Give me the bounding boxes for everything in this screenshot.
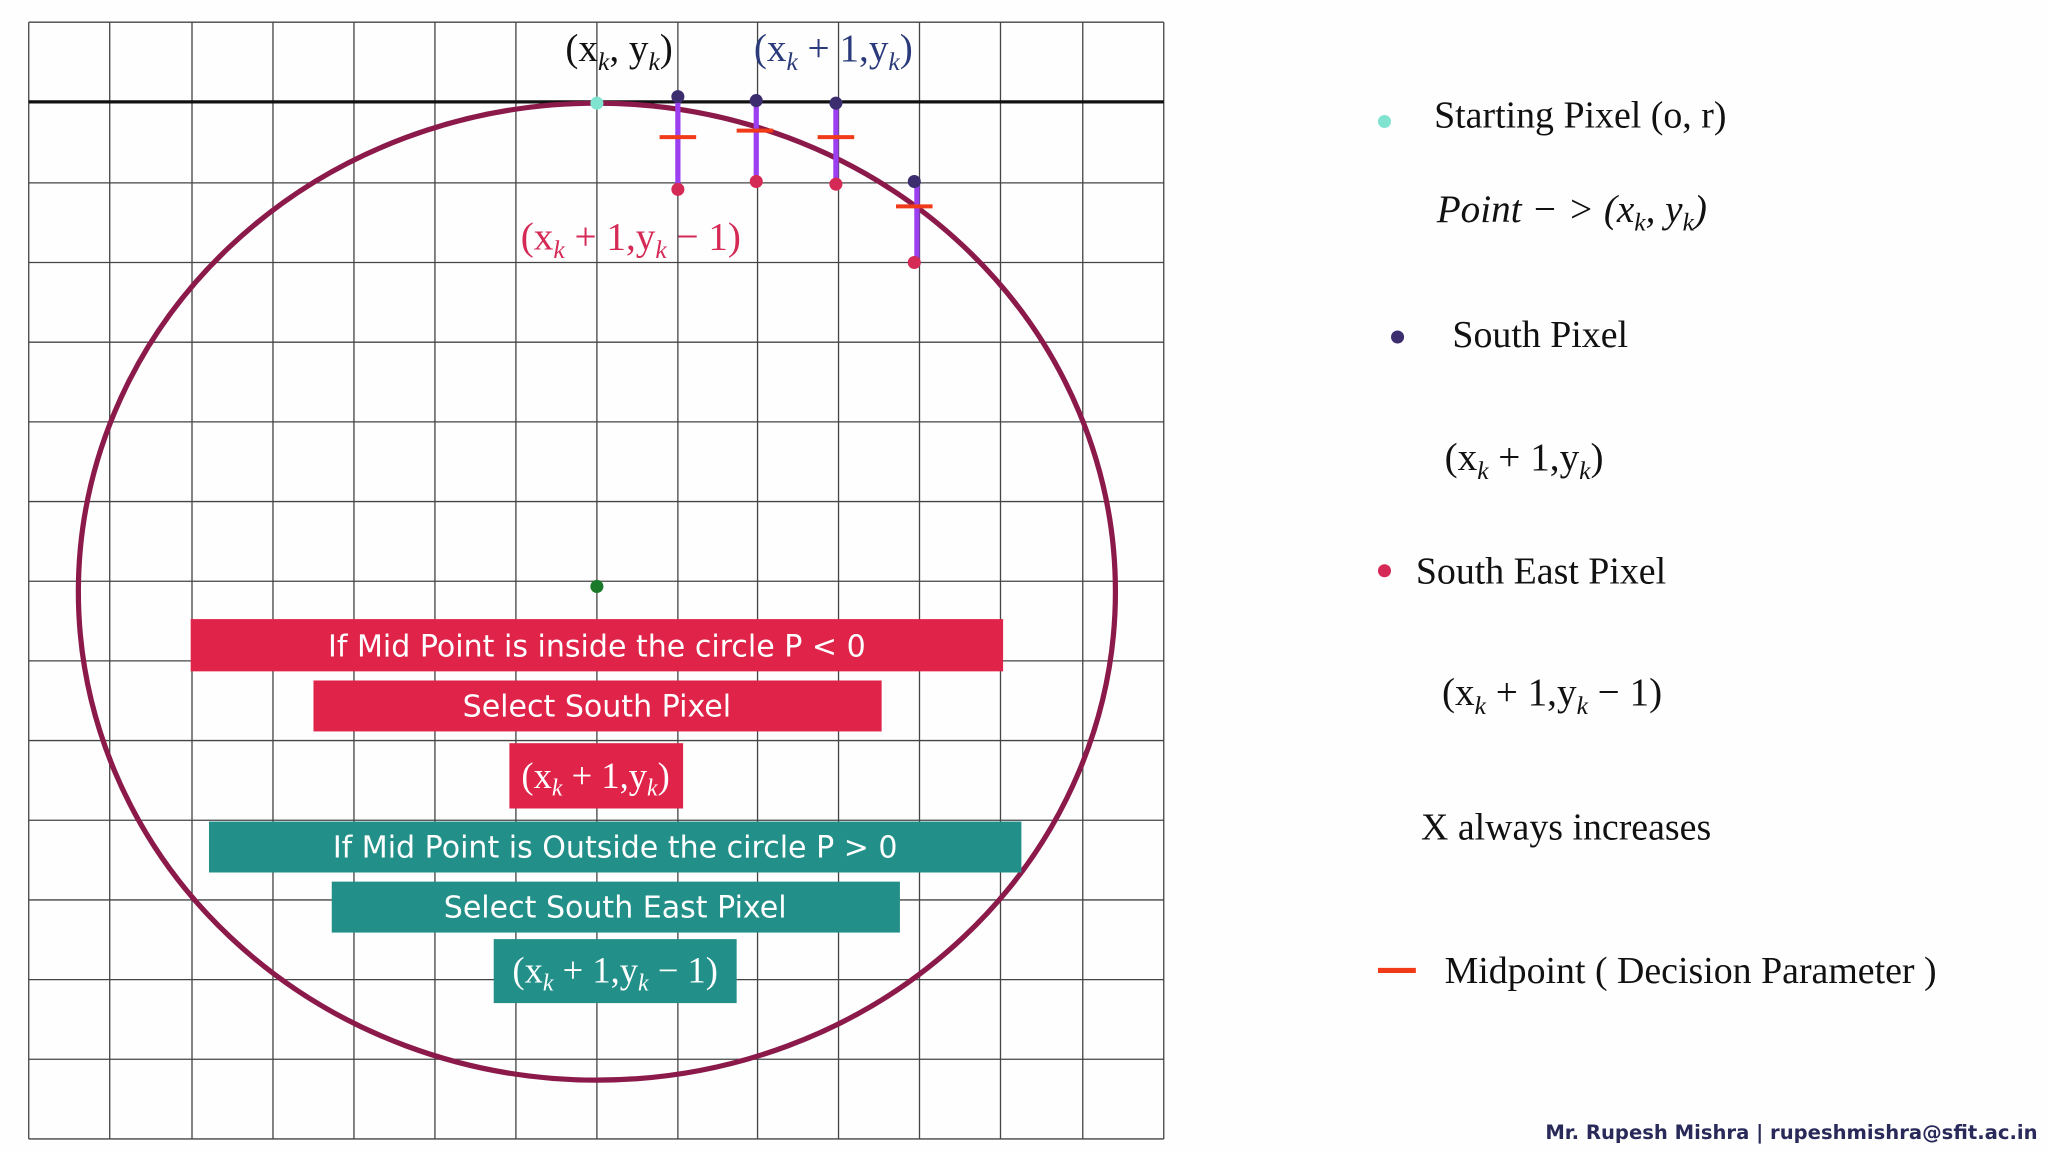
formula-part: (x: [512, 950, 542, 991]
formula-part: ): [658, 755, 670, 796]
legend-x-note: X always increases: [1421, 806, 1711, 848]
south-east-pixel: [749, 175, 763, 189]
south-pixel: [829, 96, 843, 110]
center-point: [590, 579, 604, 593]
subscript: k: [1577, 691, 1589, 720]
south-east-formula-box: [493, 939, 737, 1004]
formula-part: ): [1692, 188, 1707, 231]
subscript: k: [543, 971, 554, 997]
south-formula-box: [509, 743, 684, 809]
formula-part: + 1,y: [562, 755, 647, 796]
legend-south-east-dot: [1377, 564, 1392, 578]
south-pixel: [671, 90, 685, 104]
outside-text: If Mid Point is Outside the circle P > 0: [333, 830, 898, 865]
legend-midpoint: Midpoint ( Decision Parameter ): [1445, 950, 1937, 992]
south-pixel: [907, 175, 921, 189]
south-east-pixel: [907, 256, 921, 270]
subscript: k: [553, 235, 565, 264]
subscript: k: [655, 235, 667, 264]
inside-text: If Mid Point is inside the circle P < 0: [328, 629, 866, 664]
select-south-east-box: [331, 881, 900, 933]
formula-part: + 1,y: [553, 950, 638, 991]
select-south-east-text: Select South East Pixel: [444, 891, 787, 926]
formula-part: (x: [754, 27, 787, 70]
formula-part: (x: [521, 215, 554, 258]
formula-part: Point − > (x: [1436, 188, 1635, 231]
subscript: k: [786, 47, 798, 76]
south-pixels: [671, 90, 921, 189]
inside-box: [190, 619, 1004, 672]
formula-part: + 1,y: [565, 215, 656, 258]
formula-part: (x: [521, 755, 551, 796]
formula-part: ): [900, 27, 913, 70]
formula-part: + 1,y: [1489, 436, 1580, 479]
formula-part: ): [660, 27, 673, 70]
midpoints: [659, 128, 933, 209]
south-pixel: [749, 94, 763, 108]
legend-start-dot: [1377, 114, 1392, 128]
select-south-text: Select South Pixel: [463, 689, 731, 724]
legend-south-formula: (xk + 1,yk): [1445, 436, 1604, 485]
formula-part: − 1): [667, 215, 741, 258]
subscript: k: [638, 971, 649, 997]
legend-south-east-formula: (xk + 1,yk − 1): [1442, 671, 1662, 720]
south-east-pixels: [671, 175, 921, 270]
subscript: k: [1683, 207, 1695, 236]
legend-south-dot: [1391, 330, 1405, 344]
pixel-steps: [675, 97, 920, 263]
subscript: k: [1634, 207, 1646, 236]
formula-part: (x: [1442, 671, 1475, 714]
subscript: k: [552, 776, 563, 802]
subscript: k: [647, 776, 658, 802]
south-east-pixel: [671, 182, 685, 196]
formula-part: − 1): [649, 950, 718, 991]
south-label: (xk + 1,yk): [754, 27, 913, 76]
formula-part: + 1,y: [798, 27, 889, 70]
formula-part: (x: [565, 27, 598, 70]
starting-pixel: [590, 96, 604, 110]
subscript: k: [1475, 691, 1487, 720]
subscript: k: [1477, 456, 1489, 485]
subscript: k: [888, 47, 900, 76]
grid: [28, 21, 1165, 1140]
formula-part: − 1): [1588, 671, 1662, 714]
outside-box: [208, 821, 1022, 873]
formula-part: , y: [609, 27, 649, 70]
south-formula-text: (xk + 1,yk): [521, 755, 669, 802]
legend-south-east: South East Pixel: [1416, 550, 1666, 592]
start-label: (xk, yk): [565, 27, 672, 76]
formula-part: (x: [1445, 436, 1478, 479]
select-south-box: [313, 680, 882, 732]
subscript: k: [598, 47, 610, 76]
south-east-label: (xk + 1,yk − 1): [521, 215, 741, 264]
footer: Mr. Rupesh Mishra | rupeshmishra@sfit.ac…: [1545, 1121, 2037, 1144]
formula-part: ): [1590, 436, 1603, 479]
formula-part: + 1,y: [1486, 671, 1577, 714]
formula-part: , y: [1646, 188, 1684, 231]
legend-south: South Pixel: [1452, 314, 1628, 356]
subscript: k: [648, 47, 660, 76]
legend-point: Point − > (xk, yk): [1436, 188, 1707, 237]
legend-starting: Starting Pixel (o, r): [1434, 95, 1726, 137]
south-east-pixel: [829, 177, 843, 191]
south-east-formula-text: (xk + 1,yk − 1): [512, 950, 718, 997]
subscript: k: [1579, 456, 1591, 485]
